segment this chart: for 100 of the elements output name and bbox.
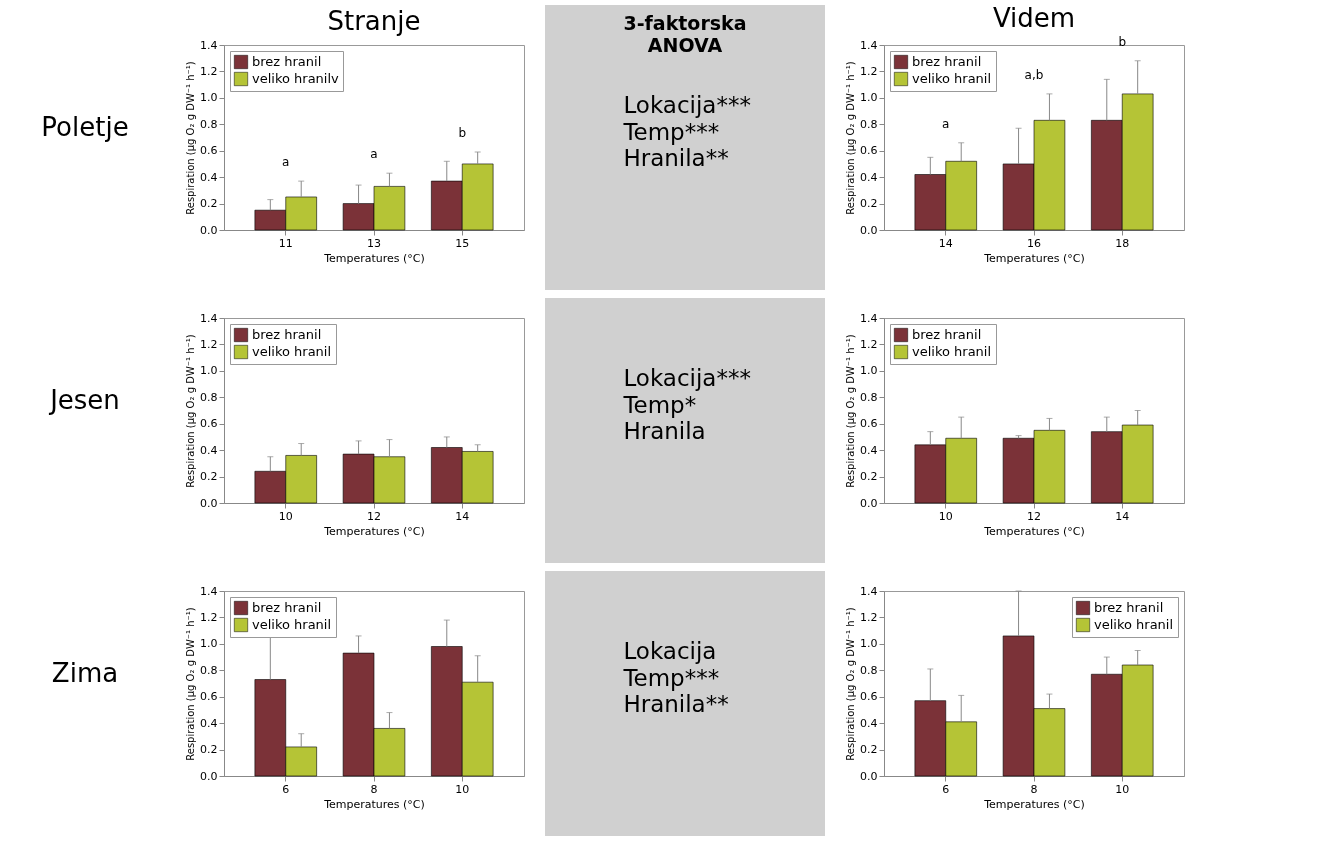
x-axis-title: Temperatures (°C): [983, 797, 1085, 811]
x-tick-label: 13: [367, 236, 381, 250]
legend-label: veliko hranil: [252, 344, 332, 359]
y-tick-label: 0.4: [860, 443, 878, 457]
legend-label: brez hranil: [252, 54, 322, 69]
y-tick-label: 0.8: [860, 663, 878, 677]
text: Zima: [51, 657, 119, 688]
x-tick-label: 14: [1115, 509, 1130, 523]
annotation: a,b: [1024, 67, 1044, 82]
text: Temp***: [622, 118, 720, 145]
y-tick-label: 1.0: [200, 637, 218, 651]
x-axis-title: Temperatures (°C): [323, 251, 425, 265]
y-tick-label: 1.4: [860, 311, 878, 325]
legend-label: veliko hranil: [912, 71, 992, 86]
x-axis-title: Temperatures (°C): [983, 251, 1085, 265]
x-axis-title: Temperatures (°C): [983, 524, 1085, 538]
text: Temp***: [622, 664, 720, 691]
y-tick-label: 1.4: [200, 584, 218, 598]
y-tick-label: 1.2: [200, 64, 218, 78]
y-tick-label: 0.6: [200, 417, 218, 431]
y-tick-label: 0.8: [200, 663, 218, 677]
y-tick-label: 0.0: [200, 496, 218, 510]
x-tick-label: 10: [1115, 782, 1130, 796]
annotation: a: [942, 116, 950, 131]
chart-title: Videm: [992, 2, 1076, 33]
x-tick-label: 15: [455, 236, 470, 250]
y-tick-label: 1.0: [200, 91, 218, 105]
annotation: a: [370, 147, 378, 162]
x-axis-title: Temperatures (°C): [323, 524, 425, 538]
y-tick-label: 0.4: [860, 716, 878, 730]
y-tick-label: 0.2: [860, 743, 878, 757]
y-tick-label: 0.4: [860, 170, 878, 184]
legend-label: veliko hranilv: [252, 71, 340, 86]
x-tick-label: 14: [455, 509, 470, 523]
y-tick-label: 1.4: [860, 584, 878, 598]
y-tick-label: 0.6: [860, 417, 878, 431]
y-tick-label: 1.0: [200, 364, 218, 378]
y-tick-label: 1.4: [860, 38, 878, 52]
y-tick-label: 1.4: [200, 38, 218, 52]
y-tick-label: 1.2: [860, 610, 878, 624]
y-tick-label: 0.4: [200, 716, 218, 730]
x-tick-label: 12: [1027, 509, 1041, 523]
x-tick-label: 10: [938, 509, 953, 523]
legend-label: brez hranil: [252, 600, 322, 615]
legend-label: brez hranil: [252, 327, 322, 342]
text: Hranila**: [623, 691, 729, 718]
x-tick-label: 18: [1115, 236, 1130, 250]
legend-label: brez hranil: [1094, 600, 1164, 615]
x-tick-label: 12: [367, 509, 381, 523]
legend-label: brez hranil: [912, 327, 982, 342]
legend-label: veliko hranil: [912, 344, 992, 359]
y-tick-label: 0.2: [200, 470, 218, 484]
y-tick-label: 0.0: [860, 769, 878, 783]
x-tick-label: 6: [942, 782, 950, 796]
y-tick-label: 0.6: [200, 144, 218, 158]
legend-label: veliko hranil: [1094, 617, 1174, 632]
x-tick-label: 10: [455, 782, 470, 796]
annotation: b: [458, 126, 467, 141]
y-axis-title: Respiration (µg O₂ g DW⁻¹ h⁻¹): [185, 334, 197, 488]
y-tick-label: 0.8: [860, 117, 878, 131]
y-tick-label: 1.2: [200, 610, 218, 624]
y-tick-label: 1.2: [200, 337, 218, 351]
y-tick-label: 1.2: [860, 64, 878, 78]
text: Lokacija: [623, 637, 717, 664]
y-tick-label: 0.6: [860, 144, 878, 158]
chart-title: Stranje: [327, 6, 421, 36]
y-tick-label: 0.0: [200, 769, 218, 783]
x-axis-title: Temperatures (°C): [323, 797, 425, 811]
y-tick-label: 0.4: [200, 170, 218, 184]
y-tick-label: 0.2: [860, 197, 878, 211]
y-tick-label: 0.6: [200, 690, 218, 704]
y-tick-label: 0.4: [200, 443, 218, 457]
y-tick-label: 0.0: [860, 223, 878, 237]
text: Temp*: [622, 391, 697, 418]
legend-label: brez hranil: [912, 54, 982, 69]
x-tick-label: 14: [938, 236, 953, 250]
y-tick-label: 0.8: [860, 390, 878, 404]
y-axis-title: Respiration (µg O₂ g DW⁻¹ h⁻¹): [845, 334, 857, 488]
x-tick-label: 6: [282, 782, 290, 796]
text: Lokacija***: [623, 91, 751, 118]
text: Poletje: [41, 111, 129, 142]
legend-label: veliko hranil: [252, 617, 332, 632]
y-tick-label: 0.8: [200, 117, 218, 131]
text: 3-faktorska ANOVA: [623, 12, 747, 56]
y-axis-title: Respiration (µg O₂ g DW⁻¹ h⁻¹): [845, 607, 857, 761]
y-axis-title: Respiration (µg O₂ g DW⁻¹ h⁻¹): [185, 61, 197, 215]
x-tick-label: 8: [1030, 782, 1038, 796]
y-tick-label: 1.0: [860, 637, 878, 651]
x-tick-label: 11: [278, 236, 293, 250]
text: Hranila**: [623, 145, 729, 172]
y-axis-title: Respiration (µg O₂ g DW⁻¹ h⁻¹): [845, 61, 857, 215]
y-axis-title: Respiration (µg O₂ g DW⁻¹ h⁻¹): [185, 607, 197, 761]
y-tick-label: 0.8: [200, 390, 218, 404]
y-tick-label: 1.0: [860, 364, 878, 378]
x-tick-label: 8: [370, 782, 378, 796]
annotation: a: [282, 155, 290, 170]
y-tick-label: 1.0: [860, 91, 878, 105]
x-tick-label: 10: [278, 509, 293, 523]
y-tick-label: 0.0: [860, 496, 878, 510]
y-tick-label: 0.2: [860, 470, 878, 484]
